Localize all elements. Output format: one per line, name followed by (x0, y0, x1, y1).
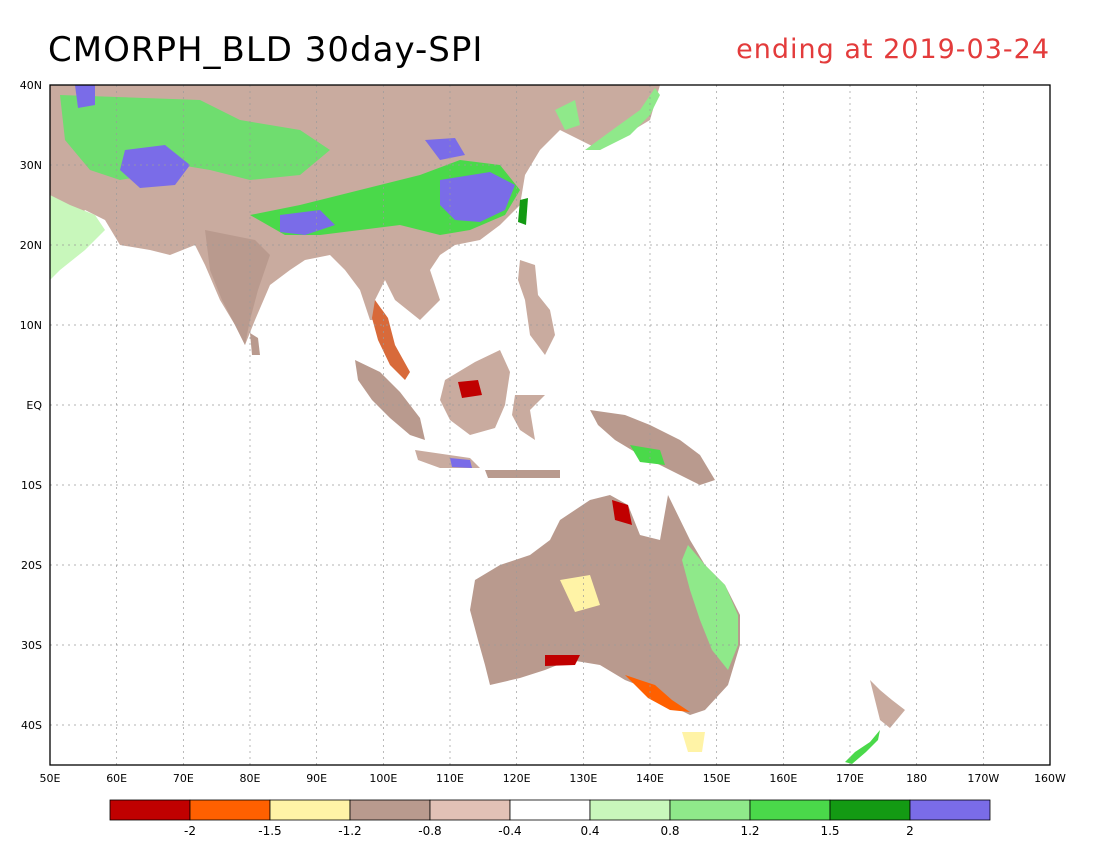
very-wet-region-2 (120, 145, 190, 188)
lat-label: 30N (20, 159, 42, 172)
colorbar-swatch (429, 799, 511, 821)
map-subtitle: ending at 2019-03-24 (736, 34, 1050, 65)
dry-region-borneo (458, 380, 482, 398)
landmass-australia (470, 495, 740, 715)
latitude-labels: 40N 30N 20N 10N EQ 10S 20S 30S 40S (20, 79, 43, 732)
colorbar-tick-label: 0.8 (660, 824, 679, 838)
landmass-new-zealand-north (870, 680, 905, 728)
very-wet-region-5 (425, 138, 465, 160)
landmass-malay-peninsula (372, 300, 410, 380)
lon-label: 170E (836, 772, 864, 785)
dry-region-south-australia (625, 675, 690, 712)
colorbar-tick-label: -0.4 (498, 824, 521, 838)
colorbar-swatch (269, 799, 351, 821)
colorbar-tick-label: 1.5 (820, 824, 839, 838)
lat-label: EQ (26, 399, 42, 412)
colorbar-tick-label: -2 (184, 824, 196, 838)
dry-region-south-coast (545, 655, 580, 666)
map-title: CMORPH_BLD 30day-SPI (48, 30, 484, 70)
lon-label: 150E (703, 772, 731, 785)
spi-colorbar: -2 -1.5 -1.2 -0.8 -0.4 0.4 0.8 1.2 1.5 2 (109, 799, 991, 838)
colorbar-swatch (589, 799, 671, 821)
lon-label: 170W (967, 772, 999, 785)
landmass-taiwan (518, 198, 528, 225)
wet-region-east-australia (682, 545, 738, 670)
lat-label: 20N (20, 239, 42, 252)
wet-region-java (450, 458, 472, 468)
map-frame (49, 84, 1051, 766)
landmass-sulawesi (512, 395, 545, 440)
spi-fill-layer (50, 85, 905, 764)
landmass-philippines (518, 260, 555, 355)
lat-label: 40S (21, 719, 42, 732)
landmass-korea (555, 100, 580, 130)
landmass-japan (585, 88, 660, 150)
lon-label: 100E (369, 772, 397, 785)
landmass-sri-lanka (250, 333, 260, 355)
landmass-new-guinea (590, 410, 715, 485)
dry-region-north-australia (612, 500, 632, 525)
colorbar-swatch (829, 799, 911, 821)
colorbar-swatch (749, 799, 831, 821)
landmass-new-zealand-south (845, 730, 880, 764)
lon-label: 110E (436, 772, 464, 785)
lon-label: 180 (906, 772, 927, 785)
longitude-labels: 50E 60E 70E 80E 90E 100E 110E 120E 130E 140E 150E 1… (40, 772, 1067, 785)
colorbar-tick-label: 1.2 (740, 824, 759, 838)
lon-label: 160W (1034, 772, 1066, 785)
lon-label: 90E (306, 772, 327, 785)
dry-region-india (205, 230, 270, 345)
colorbar-swatch (669, 799, 751, 821)
lon-label: 160E (769, 772, 797, 785)
colorbar-swatch (909, 799, 991, 821)
colorbar-tick-label: -0.8 (418, 824, 441, 838)
landmass-sumatra (355, 360, 425, 440)
lon-label: 50E (40, 772, 61, 785)
lon-label: 120E (503, 772, 531, 785)
landmass-tasmania (682, 732, 705, 752)
colorbar-tick-label: -1.5 (258, 824, 281, 838)
colorbar-tick-label: 2 (906, 824, 914, 838)
colorbar-swatch (189, 799, 271, 821)
colorbar-swatch (349, 799, 431, 821)
colorbar-swatch (109, 799, 191, 821)
lon-label: 60E (106, 772, 127, 785)
colorbar-tick-label: -1.2 (338, 824, 361, 838)
lat-label: 40N (20, 79, 42, 92)
lat-label: 30S (21, 639, 42, 652)
colorbar-swatch (509, 799, 591, 821)
very-wet-region-4 (75, 85, 95, 108)
dry-region-central-australia (560, 575, 600, 612)
landmass-lesser-sunda (485, 470, 560, 478)
very-wet-region-3 (280, 210, 335, 235)
colorbar-tick-label: 0.4 (580, 824, 599, 838)
wet-region-new-guinea (630, 445, 665, 465)
landmass-arabia-edge (50, 195, 105, 280)
lon-label: 130E (569, 772, 597, 785)
lon-label: 140E (636, 772, 664, 785)
lon-label: 80E (240, 772, 261, 785)
lat-label: 10N (20, 319, 42, 332)
lon-label: 70E (173, 772, 194, 785)
lat-label: 10S (21, 479, 42, 492)
lat-label: 20S (21, 559, 42, 572)
very-wet-region-1 (440, 172, 515, 222)
